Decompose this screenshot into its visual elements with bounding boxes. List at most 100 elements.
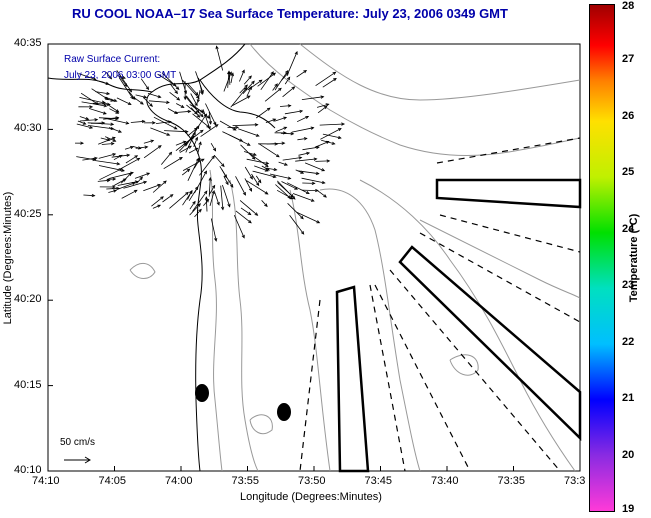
- station-dot: [277, 403, 291, 421]
- scale-label: 50 cm/s: [60, 437, 96, 448]
- current-vector: [289, 215, 305, 235]
- current-vector: [189, 201, 196, 210]
- current-vector-head: [243, 87, 248, 91]
- current-vector-head: [305, 190, 310, 195]
- current-vector-head: [272, 174, 277, 179]
- current-vector-head: [208, 176, 212, 181]
- current-vector-head: [112, 153, 117, 157]
- current-vector-head: [106, 178, 111, 183]
- current-vector-head: [315, 188, 319, 193]
- current-vector-head: [247, 211, 252, 216]
- current-vector: [175, 136, 195, 152]
- current-vector: [143, 184, 161, 192]
- current-vector-head: [106, 91, 111, 96]
- current-vector-head: [166, 100, 170, 104]
- current-vector: [95, 91, 110, 95]
- current-vector: [78, 73, 96, 80]
- current-vector-head: [89, 105, 94, 109]
- current-vector-head: [283, 116, 288, 120]
- current-vector-head: [258, 179, 262, 184]
- current-vector-head: [136, 157, 141, 162]
- current-vector-head: [300, 231, 305, 235]
- current-vector: [101, 100, 119, 113]
- current-vector: [247, 79, 263, 91]
- current-vector-head: [311, 181, 316, 185]
- y-tick-label: 40:10: [14, 464, 42, 476]
- current-vector: [104, 96, 117, 102]
- current-vector: [193, 137, 198, 147]
- current-vector-head: [134, 155, 139, 159]
- current-vector: [169, 191, 189, 209]
- current-vector: [142, 96, 153, 107]
- current-vector-head: [167, 120, 172, 124]
- current-vector: [189, 203, 201, 216]
- current-vector-head: [116, 186, 120, 191]
- current-vector-head: [272, 118, 277, 122]
- current-vector: [275, 184, 291, 199]
- current-vector-head: [194, 102, 198, 107]
- current-vector: [161, 72, 180, 90]
- current-vector-head: [105, 81, 110, 85]
- current-vector: [189, 104, 204, 113]
- current-vector-head: [211, 155, 215, 159]
- current-vector-head: [172, 82, 177, 86]
- current-vector-head: [332, 71, 337, 75]
- current-vector: [151, 196, 164, 207]
- current-vector-head: [278, 87, 282, 92]
- current-vector: [235, 210, 252, 224]
- current-vector: [118, 77, 134, 100]
- current-vector: [125, 155, 138, 164]
- current-vector-head: [274, 83, 278, 87]
- current-vector-head: [134, 180, 139, 184]
- current-vector-head: [200, 90, 204, 94]
- current-vector-head: [323, 194, 327, 198]
- current-vector-head: [294, 186, 299, 190]
- current-vector-head: [337, 135, 342, 140]
- current-vector: [197, 90, 201, 103]
- current-vector: [134, 172, 150, 179]
- current-vector: [295, 158, 317, 162]
- current-vector-head: [248, 85, 252, 90]
- current-vector: [155, 121, 171, 124]
- current-vector-head: [255, 133, 260, 137]
- current-vector: [301, 177, 325, 184]
- current-vector: [254, 165, 268, 172]
- current-vector: [116, 70, 132, 93]
- current-vector-head: [173, 126, 178, 130]
- y-tick-label: 40:30: [14, 122, 42, 135]
- current-vector-head: [80, 141, 85, 145]
- current-vector: [128, 91, 136, 100]
- current-vector-head: [130, 171, 134, 175]
- current-vector: [255, 175, 262, 183]
- legend-line2: July 23, 2006 03:00 GMT: [64, 70, 177, 81]
- current-vector-head: [184, 129, 189, 134]
- current-vector: [219, 120, 236, 131]
- current-vector: [81, 101, 107, 107]
- current-vector: [210, 142, 216, 152]
- current-vector-head: [326, 159, 331, 163]
- current-vector: [320, 128, 342, 140]
- current-vector-head: [291, 195, 296, 200]
- current-vector: [94, 160, 120, 165]
- current-vector: [194, 171, 207, 194]
- current-vector: [216, 46, 224, 71]
- current-vector: [295, 169, 304, 174]
- current-vector: [209, 190, 215, 207]
- current-vector: [143, 140, 154, 144]
- colorbar-tick-label: 26: [622, 109, 635, 122]
- current-vector-head: [230, 184, 234, 188]
- current-vector-head: [316, 220, 321, 224]
- current-vector: [264, 87, 282, 102]
- current-vector-head: [258, 79, 263, 83]
- station-dot: [195, 384, 209, 402]
- current-vector: [121, 189, 138, 199]
- current-vector-head: [188, 145, 192, 149]
- current-vector-head: [157, 204, 162, 208]
- current-vector: [190, 107, 200, 118]
- current-vector-head: [244, 84, 248, 89]
- bathymetry-contours: [129, 43, 581, 472]
- current-vector: [261, 165, 270, 171]
- current-vector: [109, 108, 119, 114]
- current-vector: [76, 123, 93, 129]
- current-vector: [284, 76, 291, 85]
